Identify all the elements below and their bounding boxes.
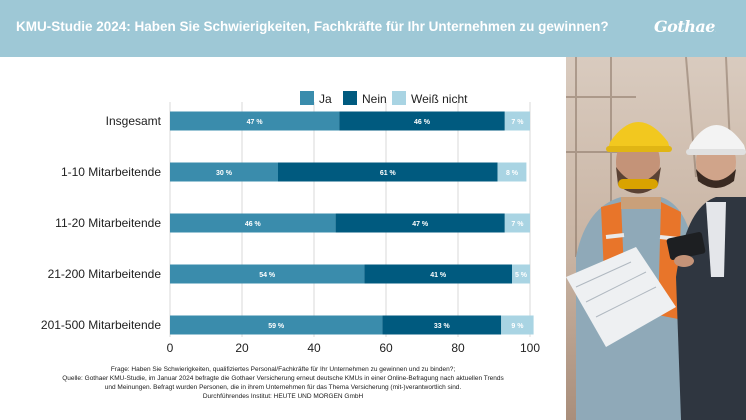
bar-data-label: 8 %: [506, 170, 519, 177]
x-tick-label: 0: [167, 341, 174, 355]
bar-data-label: 46 %: [245, 221, 262, 228]
legend-swatch: [343, 91, 357, 105]
bar-segment: [170, 315, 383, 335]
construction-workers-photo-icon: [566, 57, 746, 420]
gothaer-logo-icon: Gothaer: [654, 17, 725, 36]
bar-data-label: 47 %: [412, 221, 429, 228]
legend-label: Nein: [362, 92, 387, 106]
construction-workers-photo: [566, 57, 746, 420]
x-tick-label: 100: [520, 341, 540, 355]
x-tick-label: 60: [379, 341, 393, 355]
footnote: Frage: Haben Sie Schwierigkeiten, qualif…: [0, 365, 566, 401]
category-label: 21-200 Mitarbeitende: [48, 267, 162, 281]
category-label: Insgesamt: [106, 114, 162, 128]
page-title: KMU-Studie 2024: Haben Sie Schwierigkeit…: [16, 19, 609, 34]
stacked-bar-chart: 0 20 40 60 80 100 Ja Nein Weiß nicht Insgesamt 47 …: [41, 91, 540, 355]
gothaer-logo: Gothaer: [654, 16, 725, 43]
footnote-line: Durchführendes Institut: HEUTE UND MORGE…: [202, 393, 364, 400]
bar-data-label: 46 %: [414, 119, 431, 126]
bar-segment: [170, 111, 340, 131]
footnote-line: und Meinungen. Befragt wurden Personen, …: [104, 384, 462, 391]
legend-swatch: [392, 91, 406, 105]
bar-data-label: 61 %: [380, 170, 397, 177]
legend-swatch: [300, 91, 314, 105]
x-tick-label: 20: [235, 341, 249, 355]
bar-segment: [278, 162, 498, 182]
bar-segment: [339, 111, 505, 131]
x-tick-label: 40: [307, 341, 321, 355]
bar-data-label: 47 %: [247, 119, 264, 126]
bar-data-label: 7 %: [511, 221, 524, 228]
bar-segment: [170, 213, 336, 233]
bar-data-label: 33 %: [434, 323, 451, 330]
legend-label: Weiß nicht: [411, 92, 468, 106]
bar-data-label: 54 %: [259, 272, 276, 279]
category-label: 201-500 Mitarbeitende: [41, 318, 161, 332]
bar-segment: [504, 213, 530, 233]
x-tick-label: 80: [451, 341, 465, 355]
category-label: 11-20 Mitarbeitende: [55, 216, 161, 230]
bar-data-label: 9 %: [511, 323, 524, 330]
bar-segment: [504, 111, 530, 131]
bar-segment: [501, 315, 534, 335]
category-label: 1-10 Mitarbeitende: [61, 165, 161, 179]
header-banner: KMU-Studie 2024: Haben Sie Schwierigkeit…: [0, 0, 746, 57]
bar-data-label: 5 %: [515, 272, 528, 279]
legend-label: Ja: [319, 92, 332, 106]
bar-data-label: 30 %: [216, 170, 233, 177]
bar-data-label: 59 %: [268, 323, 285, 330]
footnote-line: Frage: Haben Sie Schwierigkeiten, qualif…: [110, 366, 456, 373]
bar-data-label: 7 %: [511, 119, 524, 126]
bar-segment: [497, 162, 527, 182]
bar-segment: [382, 315, 502, 335]
svg-text:Gothaer: Gothaer: [654, 17, 716, 36]
bar-segment: [512, 264, 530, 284]
bar-segment: [170, 264, 365, 284]
footnote-line: Quelle: Gothaer KMU-Studie, im Januar 20…: [62, 375, 504, 382]
bar-segment: [335, 213, 505, 233]
bar-segment: [364, 264, 512, 284]
bar-data-label: 41 %: [430, 272, 447, 279]
bar-segment: [170, 162, 278, 182]
